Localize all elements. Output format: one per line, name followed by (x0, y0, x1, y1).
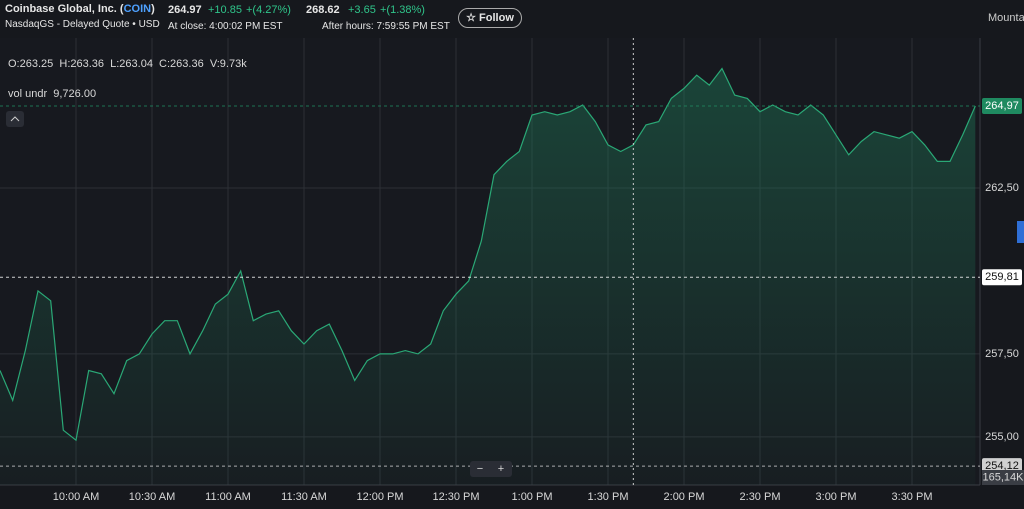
x-tick-label: 2:00 PM (664, 491, 705, 503)
price-tag-label: 259,81 (985, 271, 1019, 283)
ah-time: After hours: 7:59:55 PM EST (322, 21, 450, 32)
x-tick-label: 10:00 AM (53, 491, 99, 503)
close-time: At close: 4:00:02 PM EST (168, 21, 283, 32)
zoom[interactable] (470, 461, 512, 477)
volume-label: 165,14K (983, 471, 1024, 483)
ticker[interactable]: COIN (123, 3, 152, 15)
company: Coinbase Global, Inc. (COIN) (5, 3, 155, 15)
change: +10.85 (208, 4, 242, 16)
side-handle[interactable] (1017, 221, 1024, 243)
chevron (10, 116, 20, 122)
change-pct: +(4.27%) (246, 4, 291, 16)
follow-text: Follow (479, 12, 514, 24)
collapse[interactable] (6, 111, 24, 127)
study: vol undr 9,726.00 (8, 88, 96, 100)
company-name: Coinbase Global, Inc. (5, 3, 117, 15)
ah-change-pct: +(1.38%) (380, 4, 425, 16)
price-tag-label: 264,97 (985, 100, 1019, 112)
price-tag (982, 269, 1022, 286)
follow-button[interactable]: ☆ Follow (458, 8, 522, 28)
x-tick-label: 10:30 AM (129, 491, 175, 503)
x-tick-label: 12:30 PM (432, 491, 479, 503)
x-tick-label: 11:00 AM (205, 491, 251, 503)
x-tick-label: 11:30 AM (281, 491, 327, 503)
x-tick-label: 12:00 PM (356, 491, 403, 503)
ah-price: 268.62 (306, 4, 340, 16)
y-tick-label: 257,50 (985, 348, 1019, 360)
price: 264.97 (168, 4, 202, 16)
plot: 262,50 257,50 255,00 10:00 AM 10:30 AM 11:00 … (0, 38, 1024, 503)
zoom-out[interactable]: − (477, 463, 483, 475)
x-tick-label: 1:00 PM (512, 491, 553, 503)
side-tab[interactable]: Mounta (988, 12, 1024, 24)
price-line (0, 67, 976, 442)
ohlc: O:263.25 H:263.36 L:263.04 C:263.36 V:9.… (8, 58, 247, 70)
x-tick-label: 3:30 PM (892, 491, 933, 503)
x-tick-label: 1:30 PM (588, 491, 629, 503)
x-tick-label: 3:00 PM (816, 491, 857, 503)
y-tick-label: 255,00 (985, 431, 1019, 443)
header: Coinbase Global, Inc. (COIN) NasdaqGS - … (0, 0, 1024, 38)
price-tag (982, 98, 1022, 115)
exchange: NasdaqGS - Delayed Quote • USD (5, 19, 160, 30)
x-tick-label: 2:30 PM (740, 491, 781, 503)
price-tag-label: 254,12 (985, 460, 1019, 472)
area (0, 68, 976, 485)
volume-tag (982, 470, 1024, 485)
ah-change: +3.65 (348, 4, 376, 16)
y-tick-label: 262,50 (985, 182, 1019, 194)
zoom-in[interactable]: + (498, 463, 504, 475)
